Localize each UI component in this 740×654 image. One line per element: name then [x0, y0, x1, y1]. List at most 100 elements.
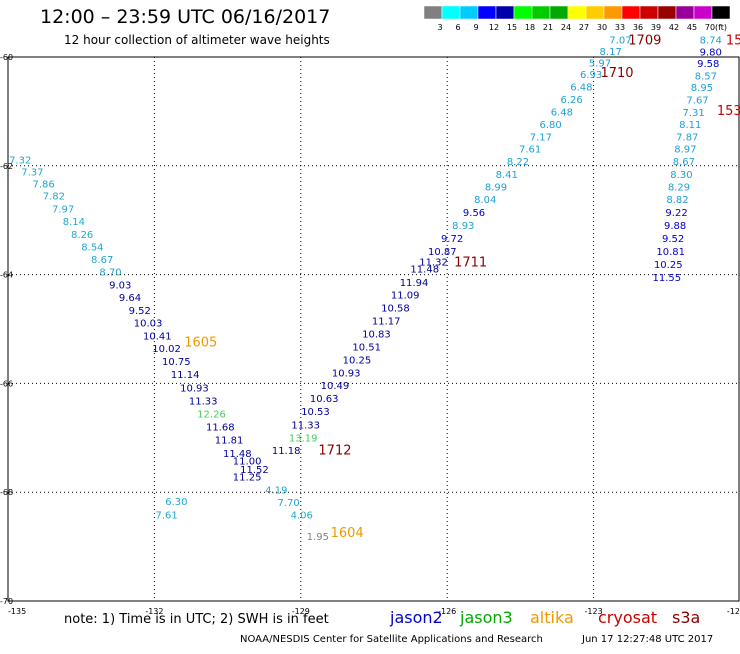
- wave-height-value: 11.48: [223, 449, 252, 460]
- wave-height-value: 11.33: [291, 420, 320, 431]
- wave-height-value: 9.56: [463, 208, 485, 219]
- colorbar-swatch: [477, 5, 497, 20]
- legend-jason2: jason2: [390, 608, 443, 627]
- wave-height-value: 7.97: [52, 204, 74, 215]
- colorbar-swatch: [513, 5, 533, 20]
- y-tick-label: -70: [0, 597, 13, 606]
- colorbar-swatch: [531, 5, 551, 20]
- wave-height-value: 8.04: [474, 195, 496, 206]
- colorbar-swatch: [459, 5, 479, 20]
- generated-timestamp: Jun 17 12:27:48 UTC 2017: [582, 634, 714, 645]
- wave-height-value: 11.32: [419, 258, 448, 269]
- wave-height-value: 8.17: [600, 47, 622, 58]
- wave-height-value: 7.07: [609, 36, 631, 47]
- wave-height-value: 7.70: [277, 498, 299, 509]
- wave-height-value: 9.64: [119, 293, 141, 304]
- wave-height-value: 9.03: [109, 280, 131, 291]
- colorbar-swatch: [603, 5, 623, 20]
- x-tick-label: -132: [145, 607, 163, 616]
- wave-height-value: 9.88: [664, 221, 686, 232]
- colorbar-tick-label: 6: [455, 23, 460, 32]
- wave-height-value: 4.06: [291, 511, 313, 522]
- colorbar-tick-label: 21: [543, 23, 553, 32]
- pass-time-label: 1712: [318, 443, 351, 458]
- wave-height-value: 10.02: [152, 344, 181, 355]
- colorbar-tick-label: 70: [705, 23, 715, 32]
- colorbar-tick-label: 45: [687, 23, 697, 32]
- wave-height-value: 8.14: [63, 217, 85, 228]
- wave-height-value: 10.83: [362, 329, 391, 340]
- colorbar-tick-label: 15: [507, 23, 517, 32]
- colorbar-swatch: [495, 5, 515, 20]
- wave-height-value: 10.41: [143, 332, 172, 343]
- wave-height-value: 8.67: [673, 157, 695, 168]
- wave-height-value: 5.97: [589, 59, 611, 70]
- wave-height-value: 12.26: [197, 409, 226, 420]
- colorbar-tick-label: 18: [525, 23, 535, 32]
- wave-height-value: 11.17: [372, 316, 401, 327]
- legend-s3a: s3a: [672, 608, 701, 627]
- wave-height-value: 8.74: [700, 36, 722, 47]
- pass-time-label: 1711: [454, 256, 487, 271]
- wave-height-value: 8.22: [507, 157, 529, 168]
- wave-height-value: 7.87: [676, 133, 698, 144]
- pass-time-label: 1604: [331, 526, 364, 541]
- wave-height-value: 8.41: [496, 170, 518, 181]
- colorbar-tick-label: 30: [597, 23, 607, 32]
- y-tick-label: -64: [0, 271, 13, 280]
- wave-height-value: 8.26: [71, 230, 93, 241]
- wave-height-value: 10.93: [180, 383, 209, 394]
- colorbar-tick-label: 27: [579, 23, 589, 32]
- wave-height-value: 8.57: [695, 72, 717, 83]
- wave-height-value: 8.29: [668, 183, 690, 194]
- colorbar-tick-label: 9: [473, 23, 478, 32]
- colorbar-tick-label: 3: [437, 23, 442, 32]
- wave-height-value: 7.32: [9, 155, 31, 166]
- chart-title: 12:00 – 23:59 UTC 06/16/2017: [40, 6, 331, 28]
- wave-height-value: 9.58: [697, 59, 719, 70]
- x-tick-label: -129: [292, 607, 310, 616]
- wave-height-value: 10.53: [301, 407, 330, 418]
- wave-height-value: 9.22: [665, 208, 687, 219]
- x-tick-label: -126: [438, 607, 456, 616]
- wave-height-value: 10.81: [656, 247, 685, 258]
- legend-altika: altika: [530, 608, 574, 627]
- wave-height-value: 6.26: [561, 95, 583, 106]
- wave-height-value: 7.61: [519, 144, 541, 155]
- wave-height-value: 11.55: [652, 273, 681, 284]
- y-tick-label: -60: [0, 53, 13, 62]
- wave-height-value: 6.93: [580, 70, 602, 81]
- legend-jason3: jason3: [460, 608, 513, 627]
- wave-height-value: 7.37: [21, 167, 43, 178]
- wave-height-value: 6.48: [570, 82, 592, 93]
- plot-frame: [7, 56, 740, 602]
- wave-height-value: 10.58: [381, 303, 410, 314]
- wave-height-value: 7.67: [686, 96, 708, 107]
- wave-height-value: 11.33: [189, 396, 218, 407]
- wave-height-value: 8.54: [81, 242, 103, 253]
- x-tick-label: -12: [727, 607, 740, 616]
- wave-height-value: 11.18: [272, 446, 301, 457]
- y-tick-label: -66: [0, 379, 13, 388]
- wave-height-value: 8.67: [91, 255, 113, 266]
- wave-height-value: 10.63: [310, 394, 339, 405]
- wave-height-value: 7.17: [530, 133, 552, 144]
- pass-time-label: 1605: [184, 336, 217, 351]
- wave-height-value: 6.80: [540, 120, 562, 131]
- colorbar-tick-label: 12: [489, 23, 499, 32]
- wave-height-value: 6.48: [551, 107, 573, 118]
- pass-time-label: 15: [726, 34, 740, 49]
- wave-height-value: 8.99: [485, 183, 507, 194]
- colorbar-swatch: [639, 5, 659, 20]
- colorbar-swatch: [585, 5, 605, 20]
- colorbar-swatch: [567, 5, 587, 20]
- units-note: note: 1) Time is in UTC; 2) SWH is in fe…: [64, 612, 329, 627]
- pass-time-label: 1709: [628, 34, 661, 49]
- wave-height-value: 9.52: [129, 306, 151, 317]
- x-tick-label: -123: [585, 607, 603, 616]
- colorbar-tick-label: 24: [561, 23, 571, 32]
- colorbar-swatch: [621, 5, 641, 20]
- colorbar-swatch: [711, 5, 731, 20]
